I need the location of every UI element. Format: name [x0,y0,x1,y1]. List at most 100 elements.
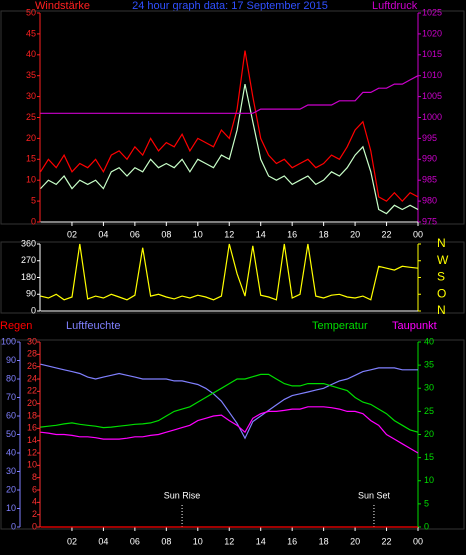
x-tick-label: 12 [224,536,234,546]
x-tick-label: 20 [350,536,360,546]
x-tick-label: 14 [256,536,266,546]
y-tick-label: 10 [26,175,36,185]
y-tick-label: 50 [6,429,16,439]
y-tick-label: 10 [424,475,434,485]
legend-entry: Regen [0,320,32,332]
panel-frame [0,241,465,314]
y-tick-label: 40 [424,336,434,346]
y-tick-label: N [437,303,446,317]
y-tick-label: 990 [422,154,437,164]
x-tick-label: 04 [98,229,108,239]
annotation-text: Sun Set [358,490,391,500]
y-tick-label: 15 [424,452,434,462]
y2-axis-label: Luftdruck [372,0,418,12]
x-tick-label: 22 [382,536,392,546]
x-tick-label: 22 [382,229,392,239]
y-tick-label: 5 [31,195,36,205]
y-tick-label: 6 [32,484,37,494]
series-line [40,373,419,433]
y-tick-label: 1015 [422,49,442,59]
y-tick-label: 100 [1,336,16,346]
y-tick-label: 4 [32,497,37,507]
x-tick-label: 18 [319,536,329,546]
x-tick-label: 00 [413,229,423,239]
y-tick-label: 0 [11,521,16,531]
x-tick-label: 06 [130,536,140,546]
y-tick-label: 980 [422,195,437,205]
y-tick-label: 1005 [422,91,442,101]
y-tick-label: 26 [27,361,37,371]
legend-entry: Luftfeuchte [66,320,120,332]
y-tick-label: 28 [27,349,37,359]
y-tick-label: 20 [424,429,434,439]
y-tick-label: O [437,286,446,300]
x-tick-label: 18 [319,229,329,239]
y-tick-label: 24 [27,373,37,383]
x-tick-label: 06 [130,229,140,239]
x-tick-label: 08 [161,536,171,546]
y-tick-label: 1020 [422,28,442,38]
series-line [40,363,418,440]
y-tick-label: 270 [21,255,36,265]
x-tick-label: 10 [193,536,203,546]
y-tick-label: N [437,236,446,250]
y-tick-label: 12 [27,447,37,457]
x-tick-label: 02 [67,229,77,239]
x-tick-label: 00 [413,536,423,546]
panel-frame [0,10,465,225]
y-tick-label: 80 [6,373,16,383]
y-tick-label: 0 [31,216,36,226]
x-tick-label: 12 [224,229,234,239]
y-tick-label: 30 [6,466,16,476]
y-tick-label: 25 [26,112,36,122]
y-tick-label: W [437,253,449,267]
chart-title: 24 hour graph data: 17 September 2015 [132,0,328,12]
y-tick-label: 30 [424,383,434,393]
y-tick-label: 30 [26,91,36,101]
y-tick-label: 60 [6,410,16,420]
x-tick-label: 16 [287,536,297,546]
y-tick-label: 18 [27,410,37,420]
y-axis-label: Windstärke [35,0,90,12]
panel-frame [0,339,465,530]
x-tick-label: 16 [287,229,297,239]
x-tick-label: 10 [193,229,203,239]
series-line [40,83,419,215]
y-tick-label: 25 [424,406,434,416]
y-tick-label: 180 [21,272,36,282]
y-tick-label: 985 [422,175,437,185]
y-tick-label: 1025 [422,7,442,17]
y-tick-label: 50 [26,7,36,17]
y-tick-label: 8 [32,472,37,482]
y-tick-label: 90 [6,355,16,365]
y-tick-label: 1000 [422,112,442,122]
y-tick-label: 20 [6,484,16,494]
x-tick-label: 08 [161,229,171,239]
series-line [39,50,419,202]
x-tick-label: 04 [98,536,108,546]
y-tick-label: 40 [26,49,36,59]
y-tick-label: 14 [27,435,37,445]
y-tick-label: 0 [424,521,429,531]
y-tick-label: 1010 [422,70,442,80]
y-tick-label: 40 [6,447,16,457]
y-tick-label: 70 [6,392,16,402]
y-tick-label: 5 [424,498,429,508]
y-tick-label: 975 [422,216,437,226]
y-tick-label: 10 [6,503,16,513]
y-tick-label: S [437,270,445,284]
y-tick-label: 90 [26,289,36,299]
y-tick-label: 35 [424,360,434,370]
x-tick-label: 14 [256,229,266,239]
y-tick-label: 35 [26,70,36,80]
y-tick-label: 45 [26,28,36,38]
y-tick-label: 360 [21,238,36,248]
y-tick-label: 10 [27,460,37,470]
legend-entry: Taupunkt [392,320,437,332]
series-line [40,243,419,301]
x-tick-label: 02 [67,536,77,546]
y-tick-label: 0 [32,521,37,531]
y-tick-label: 16 [27,423,37,433]
x-tick-label: 20 [350,229,360,239]
